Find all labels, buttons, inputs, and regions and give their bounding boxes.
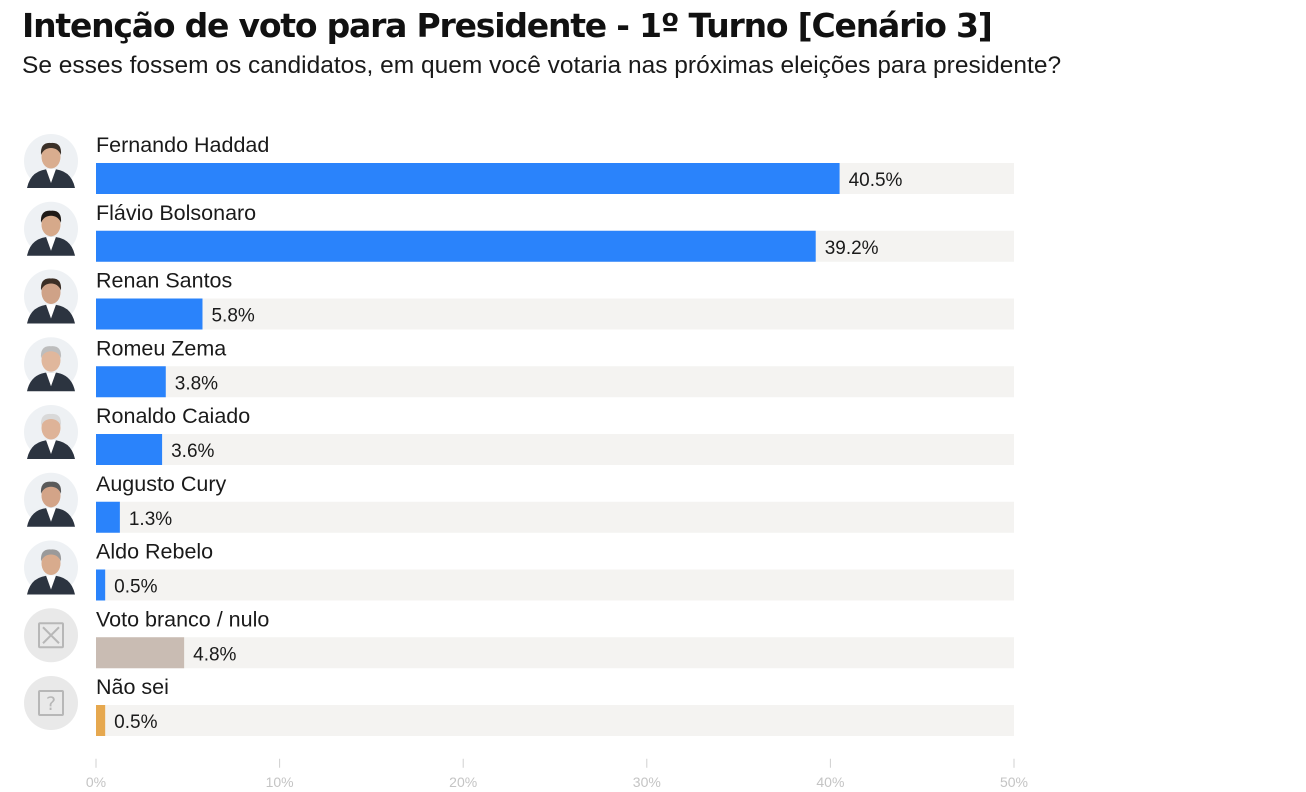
bar-track <box>96 569 1014 601</box>
candidate-photo-flavio-bolsonaro <box>24 201 78 256</box>
bar-row: Flávio Bolsonaro 39.2% <box>24 201 1014 262</box>
bar <box>96 705 106 736</box>
bar <box>96 298 203 330</box>
value-label: 0.5% <box>114 577 157 598</box>
bar <box>96 163 840 194</box>
bar <box>96 501 120 533</box>
bar <box>96 434 163 465</box>
chart-subtitle: Se esses fossem os candidatos, em quem v… <box>22 52 1062 79</box>
x-tick-label: 0% <box>86 774 106 790</box>
value-label: 39.2% <box>825 238 879 259</box>
value-label: 1.3% <box>129 509 172 530</box>
category-label: Ronaldo Caiado <box>96 404 250 428</box>
candidate-photo-zema <box>24 337 78 392</box>
candidate-photo-cury <box>24 472 78 527</box>
chart-title: Intenção de voto para Presidente - 1º Tu… <box>22 6 993 45</box>
bar <box>96 230 816 262</box>
x-tick-label: 10% <box>266 774 294 790</box>
svg-text:?: ? <box>46 693 56 715</box>
bar-track <box>96 366 1014 398</box>
value-label: 5.8% <box>211 306 254 327</box>
bar-track <box>96 434 1014 465</box>
bar-row: Voto branco / nulo 4.8% <box>24 607 1014 669</box>
x-tick-label: 40% <box>816 774 844 790</box>
bar-track <box>96 705 1014 736</box>
value-label: 0.5% <box>114 712 157 733</box>
category-label: Não sei <box>96 675 169 699</box>
category-label: Renan Santos <box>96 269 232 293</box>
value-label: 3.8% <box>175 373 218 394</box>
bar-track <box>96 501 1014 533</box>
candidate-photo-rebelo <box>24 540 78 595</box>
category-label: Flávio Bolsonaro <box>96 201 256 225</box>
x-tick-label: 20% <box>449 774 477 790</box>
value-label: 3.6% <box>171 441 214 462</box>
category-label: Aldo Rebelo <box>96 540 213 564</box>
bar <box>96 366 166 398</box>
candidate-photo-renan-santos <box>24 269 78 324</box>
question-mark-icon: ? <box>24 676 78 730</box>
x-tick-label: 30% <box>633 774 661 790</box>
bar-track <box>96 637 1014 669</box>
bar-row: Renan Santos 5.8% <box>24 269 1014 330</box>
value-label: 4.8% <box>193 644 236 665</box>
bar-row: Aldo Rebelo 0.5% <box>24 540 1014 601</box>
category-label: Augusto Cury <box>96 472 227 496</box>
bar-row: Fernando Haddad 40.5% <box>24 133 1014 194</box>
bar-row: ? Não sei 0.5% <box>24 675 1014 736</box>
bar <box>96 569 106 601</box>
bar-track <box>96 298 1014 330</box>
bar-row: Romeu Zema 3.8% <box>24 336 1014 398</box>
bar <box>96 637 185 669</box>
value-label: 40.5% <box>849 170 903 191</box>
category-label: Voto branco / nulo <box>96 607 269 631</box>
category-label: Fernando Haddad <box>96 133 269 157</box>
blank-vote-x-icon <box>24 608 78 663</box>
candidate-photo-caiado <box>24 405 78 459</box>
category-label: Romeu Zema <box>96 336 226 360</box>
candidate-photo-haddad <box>24 134 78 188</box>
bar-row: Augusto Cury 1.3% <box>24 472 1014 533</box>
bar-row: Ronaldo Caiado 3.6% <box>24 404 1014 465</box>
x-tick-label: 50% <box>1000 774 1028 790</box>
